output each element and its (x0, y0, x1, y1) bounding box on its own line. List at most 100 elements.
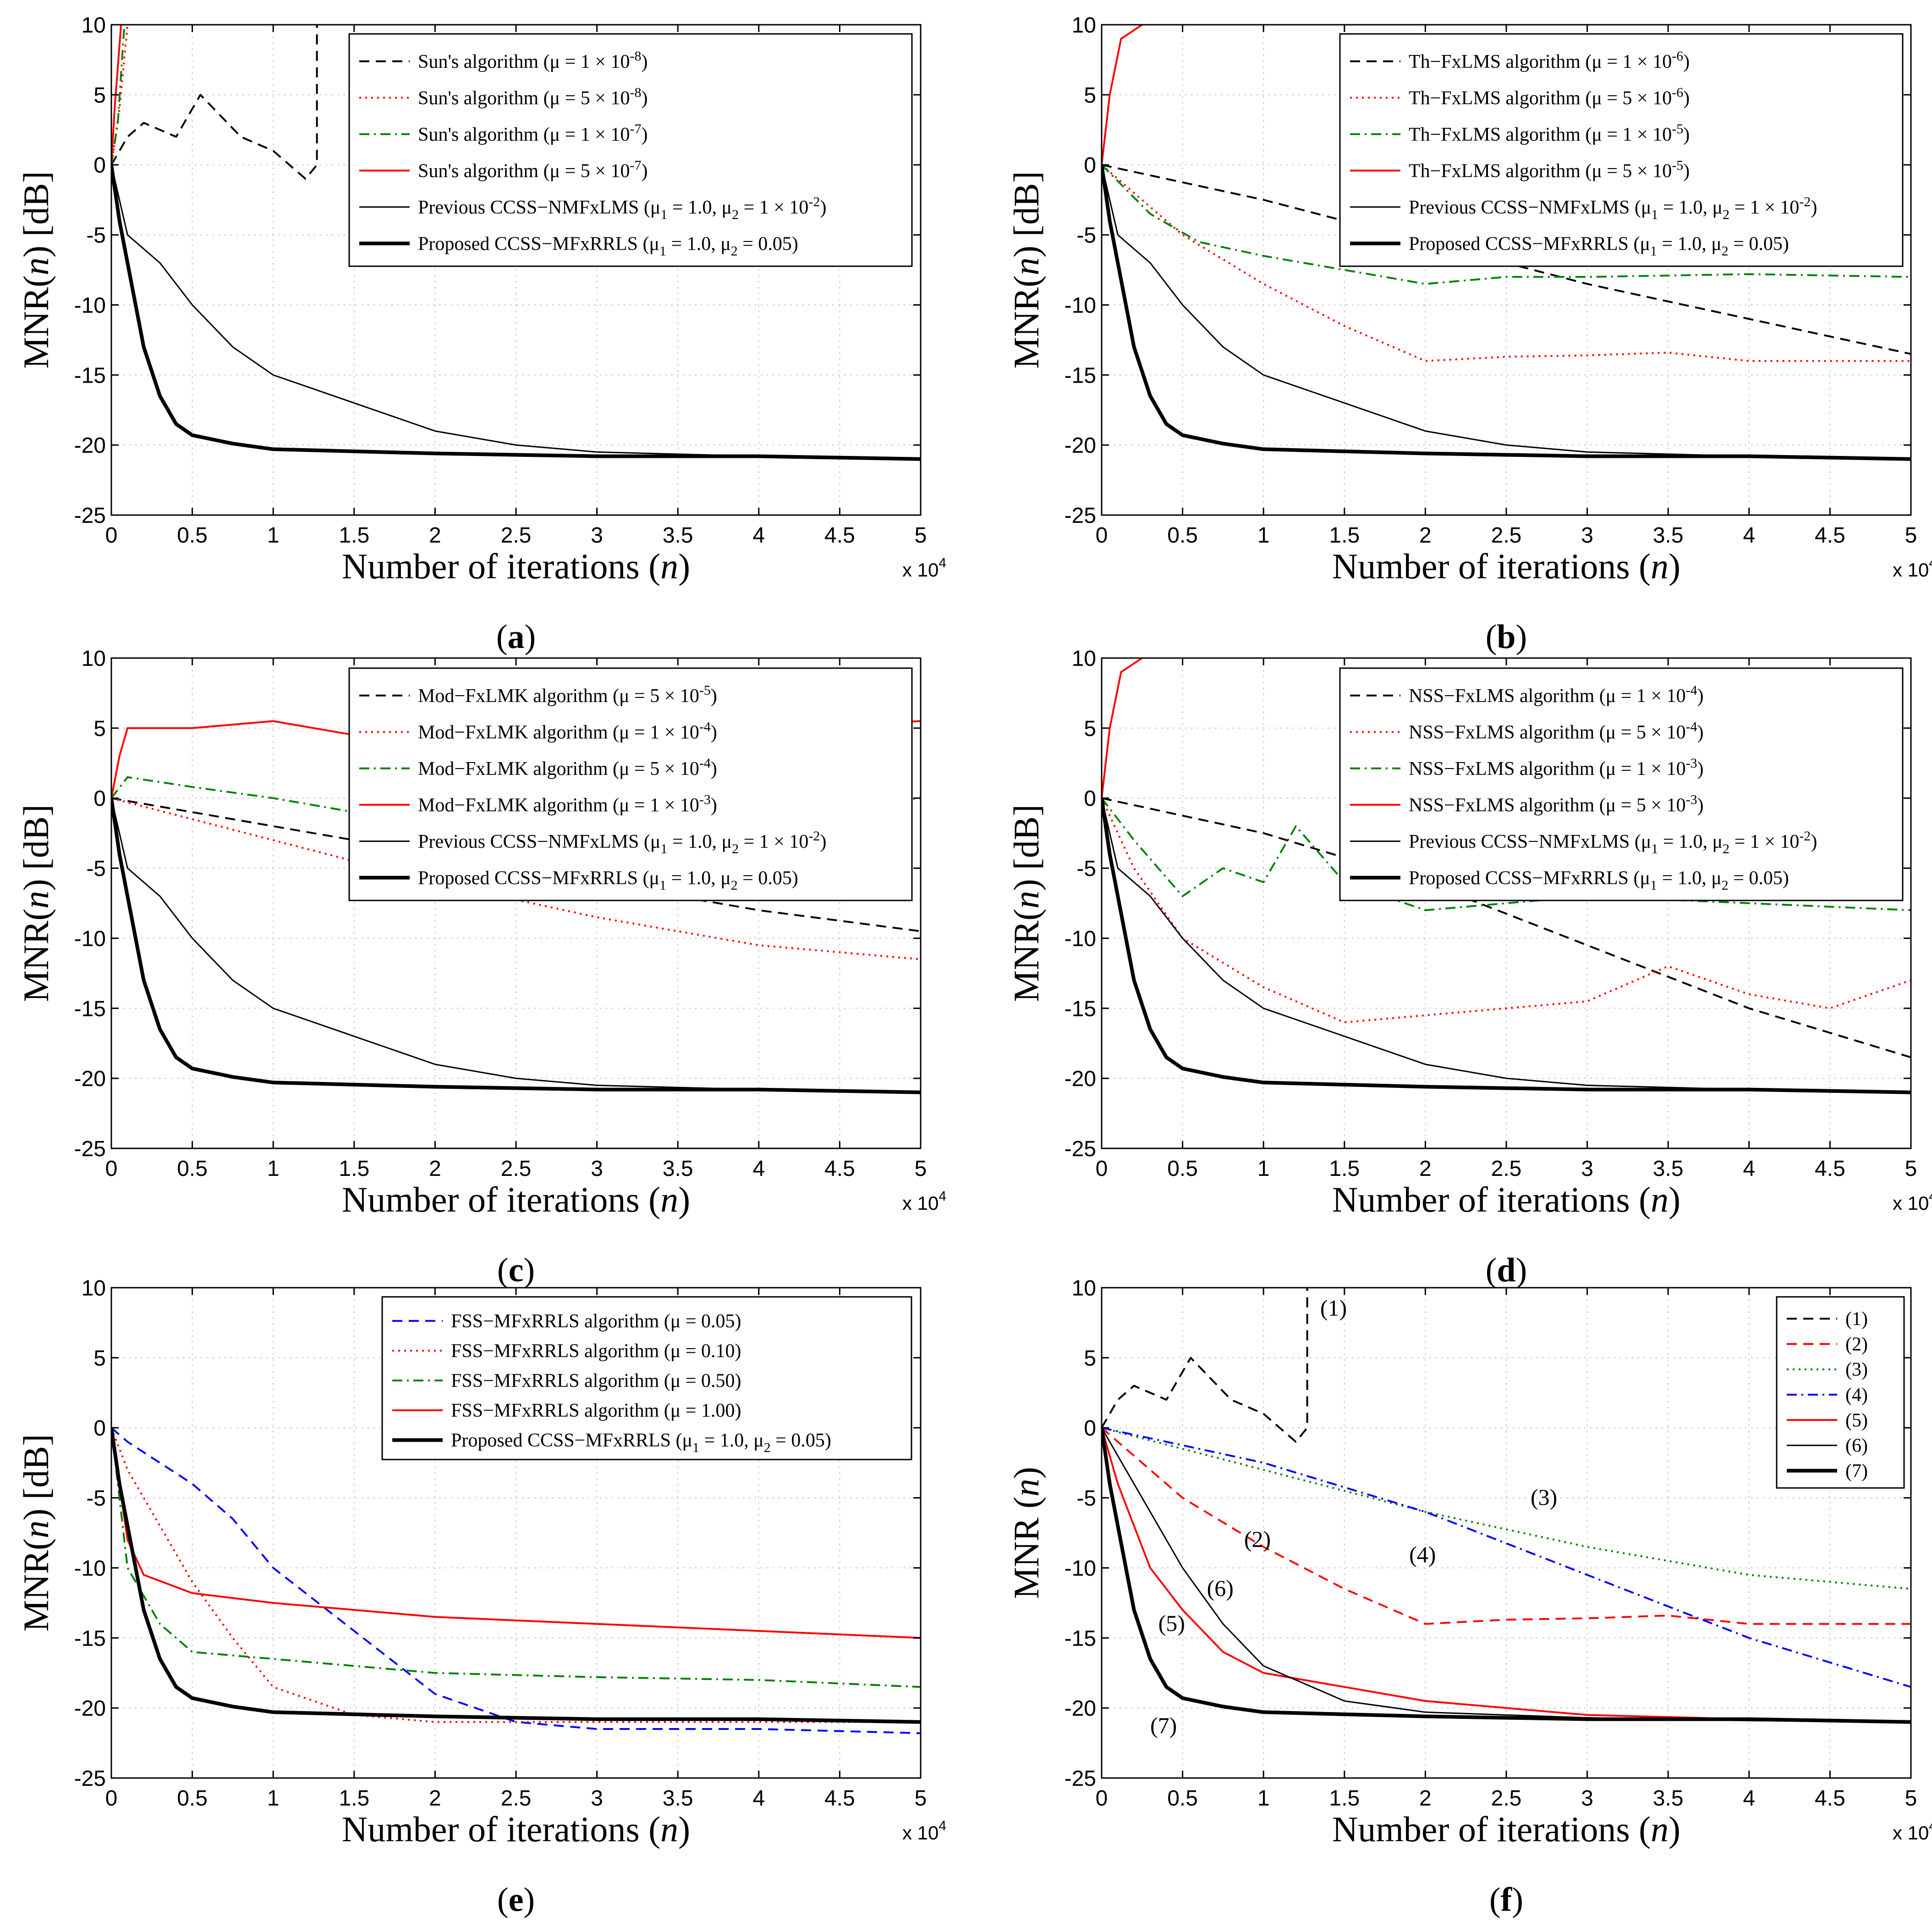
x-axis-label: Number of iterations (n) (1332, 1180, 1680, 1219)
x-tick-label: 4 (752, 1786, 765, 1811)
y-tick-label: -25 (74, 504, 106, 528)
y-tick-label: -25 (1065, 504, 1096, 528)
x-axis-label: Number of iterations (n) (342, 546, 690, 586)
y-tick-label: 10 (82, 13, 106, 38)
x-tick-label: 1 (1257, 523, 1270, 548)
x-tick-label: 5 (915, 1786, 927, 1811)
x-tick-label: 2 (1419, 523, 1432, 548)
x-axis-label: Number of iterations (n) (342, 1180, 690, 1219)
x-tick-label: 0.5 (177, 1157, 208, 1181)
x-tick-label: 1 (267, 1157, 280, 1181)
annotation-label: (1) (1320, 1295, 1347, 1321)
series-line-5 (111, 1427, 921, 1724)
legend-entry: Proposed CCSS−MFxRRLS (μ1​ = 1.0, μ2​ = … (1409, 233, 1789, 258)
x-tick-label: 4 (752, 1157, 765, 1181)
x-tick-label: 5 (1905, 1786, 1917, 1811)
x-multiplier: x 104 (902, 555, 946, 581)
x-tick-label: 1 (1257, 1786, 1270, 1811)
y-tick-label: -15 (1065, 997, 1096, 1021)
y-tick-label: 10 (82, 647, 106, 671)
legend-entry: (6) (1845, 1435, 1868, 1456)
x-tick-label: 2 (1419, 1157, 1432, 1181)
y-tick-label: -5 (1076, 857, 1096, 881)
y-tick-label: 0 (93, 154, 106, 178)
y-tick-label: -5 (86, 224, 106, 248)
legend-entry: Previous CCSS−NMFxLMS (μ1​ = 1.0, μ2​ = … (418, 829, 826, 856)
x-tick-label: 0.5 (177, 523, 208, 548)
legend-entry: FSS−MFxRRLS algorithm (μ = 1.00) (451, 1400, 741, 1422)
annotation-label: (6) (1207, 1575, 1234, 1601)
legend-entry: Sun's algorithm (μ = 5 × 10-8​) (418, 85, 648, 109)
x-tick-label: 2.5 (1491, 1786, 1522, 1811)
series-line-1 (1102, 797, 1911, 1059)
chart-panel-5: 0 0.5 1 1.5 2 2.5 3 3.5 4 4.5 5 -25 -20 -15 -10 -5 0 5 10 x… (1006, 1276, 1932, 1919)
x-multiplier: x 104 (1893, 1818, 1932, 1844)
x-tick-label: 3 (1581, 1786, 1593, 1811)
series-line-1 (111, 797, 921, 933)
y-tick-label: 5 (93, 717, 106, 741)
legend-entry: Proposed CCSS−MFxRRLS (μ1​ = 1.0, μ2​ = … (418, 867, 798, 893)
y-tick-label: -20 (1065, 434, 1096, 458)
x-tick-label: 1 (267, 523, 280, 548)
legend-entry: (4) (1845, 1385, 1868, 1406)
annotation-label: (3) (1531, 1484, 1557, 1510)
x-tick-label: 3 (591, 523, 603, 548)
series-line-7 (1102, 1427, 1911, 1724)
series-group (1102, 1288, 1911, 1724)
panel-label: (a) (496, 618, 536, 656)
legend-entry: Previous CCSS−NMFxLMS (μ1​ = 1.0, μ2​ = … (418, 194, 826, 222)
legend-entry: (3) (1845, 1359, 1868, 1380)
panel-label: (d) (1486, 1251, 1527, 1289)
legend-entry: Previous CCSS−NMFxLMS (μ1​ = 1.0, μ2​ = … (1409, 194, 1817, 222)
series-line-5 (111, 798, 921, 1093)
legend-box (1339, 667, 1904, 901)
x-tick-label: 4.5 (1815, 1157, 1845, 1181)
x-tick-label: 2 (1419, 1786, 1432, 1811)
x-multiplier: x 104 (1893, 555, 1932, 581)
series-line-6 (111, 798, 921, 1094)
annotation-label: (2) (1244, 1526, 1271, 1552)
legend-box (348, 33, 913, 267)
series-line-2 (111, 25, 129, 165)
legend: NSS−FxLMS algorithm (μ = 1 × 10-4​) NSS−F… (1339, 667, 1904, 901)
legend-box (1776, 1296, 1905, 1489)
x-tick-label: 3 (591, 1786, 603, 1811)
legend-entry: Mod−FxLMK algorithm (μ = 5 × 10-5​) (418, 683, 717, 707)
series-line-4 (1102, 658, 1143, 798)
x-tick-label: 5 (1905, 1157, 1917, 1181)
x-tick-label: 3 (1581, 523, 1593, 548)
x-tick-label: 4.5 (824, 1157, 855, 1181)
x-tick-label: 3.5 (1653, 523, 1684, 548)
x-tick-label: 3.5 (1653, 1786, 1684, 1811)
x-tick-label: 2 (429, 1157, 441, 1181)
y-tick-label: -25 (1065, 1767, 1096, 1791)
x-tick-label: 4 (1743, 1157, 1755, 1181)
x-tick-label: 2.5 (501, 523, 532, 548)
y-tick-label: 0 (93, 787, 106, 811)
y-axis-label: MNR(n) [dB] (1006, 171, 1046, 368)
y-tick-label: -15 (74, 997, 106, 1021)
legend-entry: Proposed CCSS−MFxRRLS (μ1​ = 1.0, μ2​ = … (451, 1430, 831, 1455)
series-group (111, 25, 921, 461)
chart-panel-3: 0 0.5 1 1.5 2 2.5 3 3.5 4 4.5 5 -25 -20 -15 -10 -5 0 5 10 x… (1006, 647, 1932, 1289)
y-tick-label: -15 (74, 1626, 106, 1651)
x-tick-label: 0.5 (1167, 523, 1198, 548)
x-tick-label: 1.5 (1329, 523, 1360, 548)
y-tick-label: -10 (74, 927, 106, 951)
chart-panel-1: 0 0.5 1 1.5 2 2.5 3 3.5 4 4.5 5 -25 -20 -15 -10 -5 0 5 10 x… (1006, 13, 1932, 656)
x-tick-label: 2.5 (1491, 1157, 1522, 1181)
x-tick-label: 4.5 (1815, 1786, 1845, 1811)
chart-panel-2: 0 0.5 1 1.5 2 2.5 3 3.5 4 4.5 5 -25 -20 -15 -10 -5 0 5 10 x… (16, 647, 946, 1289)
y-tick-label: -5 (1076, 1487, 1096, 1511)
legend-entry: FSS−MFxRRLS algorithm (μ = 0.50) (451, 1371, 741, 1392)
y-tick-label: -25 (1065, 1137, 1096, 1161)
legend-entry: Th−FxLMS algorithm (μ = 5 × 10-5​) (1409, 158, 1690, 181)
legend-entry: (7) (1845, 1460, 1868, 1482)
x-tick-label: 3 (591, 1157, 603, 1181)
legend-box (348, 667, 913, 901)
y-tick-label: 0 (1084, 154, 1096, 178)
y-tick-label: -10 (74, 1556, 106, 1581)
x-tick-label: 2.5 (1491, 523, 1522, 548)
y-tick-label: -20 (74, 434, 106, 458)
